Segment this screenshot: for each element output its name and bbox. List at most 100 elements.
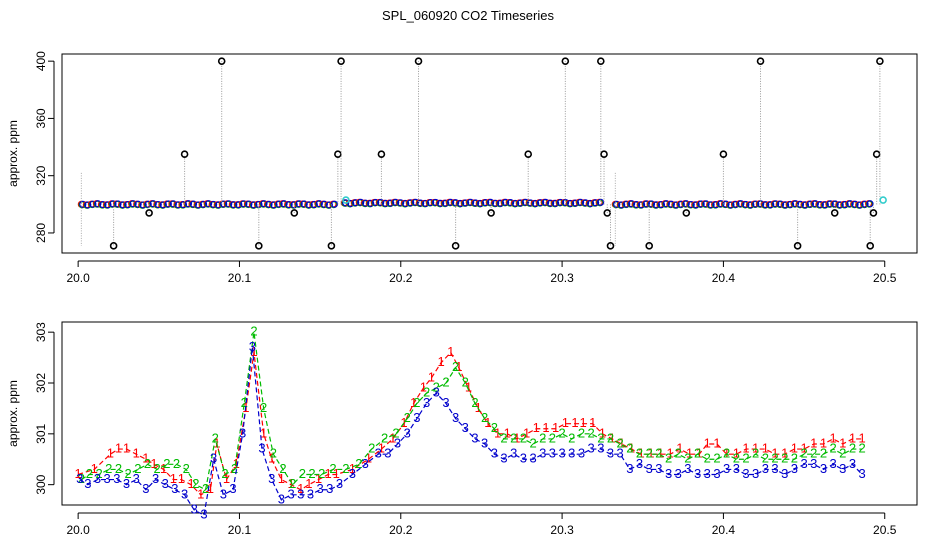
spike-point	[290, 209, 299, 217]
baseline-point-3	[577, 198, 585, 206]
spike-point	[866, 242, 875, 250]
series-3-marker: 3	[500, 451, 507, 466]
series-1-marker: 1	[810, 435, 817, 450]
baseline-point-3	[310, 200, 318, 209]
baseline-point-3	[235, 201, 243, 209]
baseline-point-3	[662, 200, 670, 208]
series-2-marker: 2	[308, 466, 315, 481]
baseline-point-3	[189, 200, 198, 208]
baseline-point-3	[492, 199, 500, 207]
series-2-line	[81, 332, 863, 491]
series-2-marker: 2	[471, 395, 478, 410]
baseline-point-3	[452, 199, 460, 207]
series-2-marker: 2	[289, 476, 296, 491]
series-1-marker: 1	[297, 481, 304, 496]
spike-point	[645, 242, 654, 250]
series-2-marker: 2	[733, 451, 740, 466]
series-2-marker: 2	[231, 461, 238, 476]
baseline-point-3	[134, 200, 142, 208]
spike-point	[876, 57, 884, 65]
series-1-marker: 1	[628, 441, 635, 456]
series-2-marker: 2	[520, 430, 527, 445]
baseline-point-3	[154, 200, 162, 209]
baseline-point-3	[315, 200, 323, 208]
series-3-marker: 3	[133, 471, 140, 486]
baseline-point-3	[781, 201, 790, 209]
baseline-point-3	[260, 200, 268, 208]
series-1-marker: 1	[504, 425, 511, 440]
series-2-marker: 2	[510, 430, 517, 445]
baseline-point-3	[742, 200, 750, 209]
baseline-point-3	[447, 198, 455, 206]
baseline-point-3	[517, 199, 525, 207]
spike-point	[830, 209, 839, 217]
series-3-marker: 3	[423, 395, 430, 410]
x-tick-label: 20.5	[873, 523, 897, 537]
series-3-marker: 3	[665, 466, 672, 481]
baseline-point-3	[637, 201, 646, 209]
baseline-point-3	[527, 199, 535, 207]
series-1-marker: 1	[849, 430, 856, 445]
baseline-point-3	[866, 200, 874, 208]
series-3-marker: 3	[104, 471, 111, 486]
baseline-point-3	[667, 200, 675, 208]
baseline-point-3	[407, 199, 415, 207]
baseline-point-3	[557, 198, 565, 207]
series-3-marker: 3	[588, 441, 595, 456]
baseline-point-3	[280, 200, 288, 208]
baseline-point-3	[377, 198, 385, 207]
baseline-point-3	[169, 200, 177, 208]
baseline-point-3	[362, 199, 370, 207]
baseline-point-3	[737, 200, 745, 208]
series-1-marker: 1	[791, 441, 798, 456]
series-3-marker: 3	[752, 466, 759, 481]
series-2-marker: 2	[820, 446, 827, 461]
baseline-point-3	[300, 200, 308, 208]
series-3-marker: 3	[694, 466, 701, 481]
plot-frame	[61, 53, 918, 254]
baseline-point-3	[387, 199, 395, 207]
series-2-marker: 2	[849, 441, 856, 456]
series-2-marker: 2	[115, 461, 122, 476]
baseline-point-3	[397, 199, 405, 207]
baseline-point-3	[632, 201, 641, 209]
series-1-marker: 1	[400, 415, 407, 430]
baseline-point-3	[502, 198, 510, 206]
series-2-marker: 2	[665, 451, 672, 466]
series-1-marker: 1	[325, 466, 332, 481]
spike-point	[327, 242, 336, 250]
series-3-marker: 3	[452, 410, 459, 425]
series-3-marker: 3	[249, 339, 256, 354]
series-3-marker: 3	[462, 420, 469, 435]
baseline-point-3	[144, 200, 152, 208]
baseline-point-3	[240, 200, 248, 208]
series-1-marker: 1	[762, 441, 769, 456]
baseline-point-3	[707, 201, 715, 209]
series-1-marker: 1	[178, 471, 185, 486]
series-1-marker: 1	[91, 461, 98, 476]
series-1-marker: 1	[696, 446, 703, 461]
series-1-marker: 1	[142, 451, 149, 466]
series-3-marker: 3	[278, 491, 285, 506]
series-3-marker: 3	[713, 466, 720, 481]
spike-point	[719, 150, 728, 159]
baseline-point-3	[522, 198, 530, 206]
baseline-point-3	[210, 200, 218, 209]
baseline-point-3	[856, 201, 864, 209]
spike-point	[145, 209, 153, 217]
baseline-point-3	[628, 200, 636, 208]
baseline-point-3	[462, 199, 470, 207]
baseline-point-3	[250, 201, 258, 209]
series-1-marker: 1	[223, 471, 230, 486]
x-tick-label: 20.0	[66, 523, 90, 537]
y-tick-label: 302	[34, 373, 48, 393]
series-2-marker: 2	[270, 446, 277, 461]
series-3-line	[79, 347, 863, 517]
series-1-marker: 1	[197, 486, 204, 501]
baseline-point-3	[821, 201, 829, 209]
series-1-marker: 1	[75, 466, 82, 481]
series-2-marker: 2	[558, 425, 565, 440]
baseline-point-3	[194, 201, 203, 209]
series-1-marker: 1	[704, 435, 711, 450]
baseline-point-3	[642, 200, 651, 208]
